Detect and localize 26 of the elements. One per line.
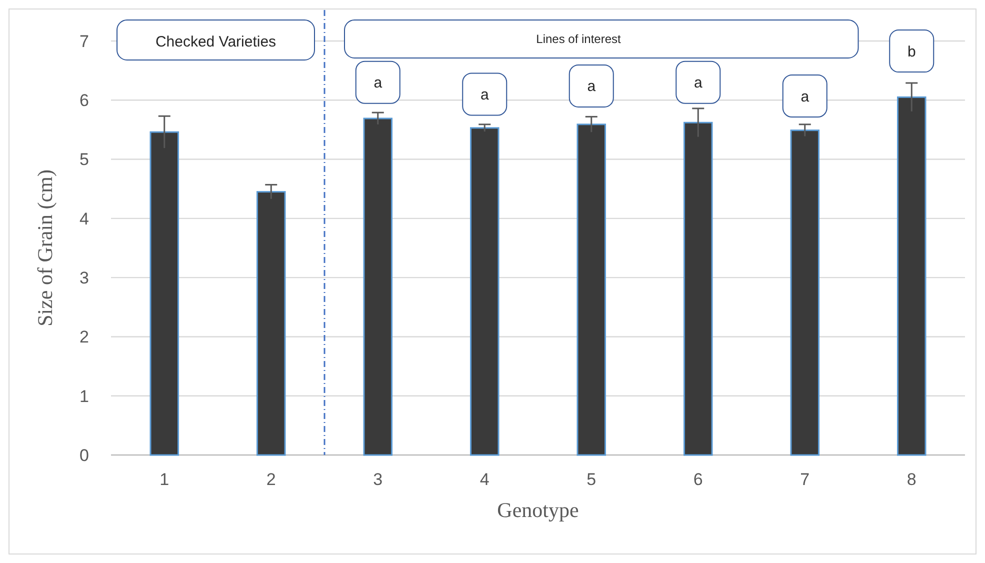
annotation: a xyxy=(374,74,383,92)
annotation: a xyxy=(587,78,596,96)
y-tick-label: 4 xyxy=(80,209,89,228)
y-tick-label: 0 xyxy=(80,446,89,465)
annotation: a xyxy=(480,86,490,104)
y-tick-label: 3 xyxy=(80,268,89,288)
y-tick-label: 2 xyxy=(80,328,89,347)
y-tick-label: 5 xyxy=(80,150,89,170)
x-tick-label: 5 xyxy=(586,470,596,489)
x-tick-label: 6 xyxy=(693,470,703,489)
x-tick-label: 3 xyxy=(373,470,383,489)
annotation: Lines of interest xyxy=(536,32,622,46)
y-axis-title: Size of Grain (cm) xyxy=(33,170,57,326)
annotation: b xyxy=(907,43,916,60)
y-tick-label: 7 xyxy=(80,32,89,51)
annotation: a xyxy=(800,88,810,106)
y-tick-label: 1 xyxy=(80,386,89,406)
x-tick-label: 1 xyxy=(160,470,170,489)
annotation: Checked Varieties xyxy=(155,33,276,50)
x-tick-label: 8 xyxy=(906,470,916,489)
annotation: a xyxy=(694,74,703,92)
x-tick-label: 2 xyxy=(266,470,276,489)
x-axis-title: Genotype xyxy=(497,498,579,522)
x-tick-label: 4 xyxy=(480,470,490,489)
y-tick-label: 6 xyxy=(80,91,89,110)
x-tick-label: 7 xyxy=(800,470,810,489)
